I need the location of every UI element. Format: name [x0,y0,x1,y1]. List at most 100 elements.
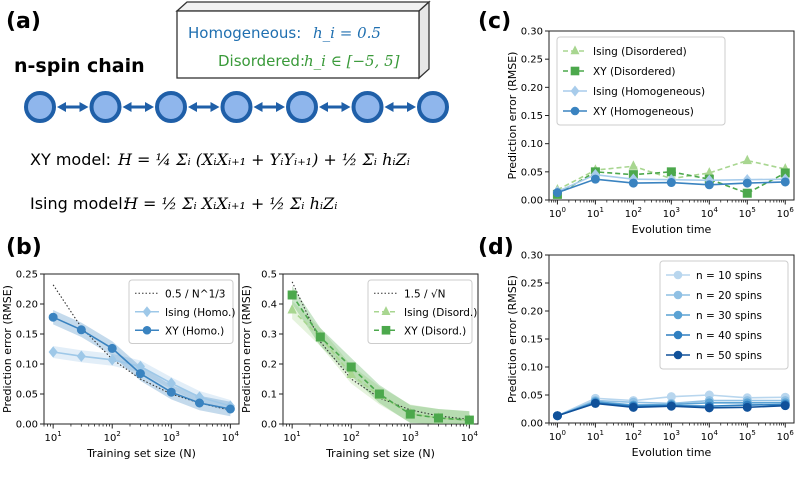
data-point [570,106,580,116]
legend: 1.5 / √N Ising (Disord.) XY (Disord.) [367,279,477,344]
y-tick-label: 0.00 [16,420,38,431]
y-axis-label: Prediction error (RMSE) [240,285,253,413]
x-tick-label: 101 [284,430,301,444]
legend-box [128,279,234,344]
y-tick-label: 0.25 [16,270,38,281]
data-point [552,411,562,421]
x-tick-label: 104 [461,430,479,444]
spin-node [155,91,187,123]
coupling-arrow [188,102,220,112]
legend-entry: n = 20 spins [696,290,762,302]
legend-entry: XY (Disord.) [404,325,466,337]
homogeneous-eq: h_i = 0.5 [313,24,381,42]
x-tick-label: 101 [45,430,62,444]
data-point [107,343,117,353]
legend-entry: 0.5 / N^1/3 [165,288,225,300]
data-point [346,368,356,379]
disordered-label: Disordered: [218,52,305,70]
xy-model-label: XY model: [30,150,111,169]
y-axis-label: Prediction error (RMSE) [1,285,14,413]
y-tick-label: 0.25 [521,279,543,290]
data-point [780,401,790,411]
y-tick-label: 0.15 [16,330,38,341]
y-tick-label: 0.05 [521,391,543,402]
y-tick-label: 0.00 [521,419,543,430]
legend-entry: XY (Homogeneous) [593,106,694,118]
ising-model-label: Ising model: [30,194,128,213]
y-tick-label: 0.05 [16,390,38,401]
data-point [704,180,714,190]
disordered-eq: h_i ∈ [−5, 5] [304,52,400,70]
confidence-band [53,346,231,412]
y-axis-label: Prediction error (RMSE) [506,52,519,180]
spin-node [286,91,318,123]
legend-entry: 1.5 / √N [404,288,445,300]
chain-title: n-spin chain [14,55,145,77]
panel-label-a: (a) [6,9,41,34]
data-point [742,188,752,198]
data-point [194,398,204,408]
coupling-arrow [253,102,285,112]
legend-entry: n = 40 spins [696,330,762,342]
legend: n = 10 spins n = 20 spins n = 30 spins n = … [659,260,789,370]
series-xy-homo- [48,312,235,414]
data-point [673,310,683,320]
data-point [166,387,176,397]
data-point [666,178,676,188]
y-tick-label: 0.10 [521,363,543,374]
spin-node [89,91,122,123]
data-point [673,270,683,280]
x-tick-label: 104 [222,430,240,444]
data-point [405,409,415,419]
x-tick-label: 104 [701,206,719,220]
data-point [48,346,58,358]
x-tick-label: 101 [587,206,604,220]
x-tick-label: 106 [777,429,795,443]
data-point [590,398,600,408]
chart-d: 0.00 0.05 0.10 0.15 0.20 0.25 0.30 100 101 102 103… [506,251,795,459]
data-point [315,332,325,342]
data-point [433,413,443,423]
data-point [742,178,752,188]
chart-b-left: 0.00 0.05 0.10 0.15 0.20 0.25 101 102 103 104 Trai… [1,270,240,461]
coupling-arrow [384,102,416,112]
data-point [225,404,235,414]
y-tick-label: 0.15 [521,111,543,122]
data-point [346,362,356,372]
x-tick-label: 104 [701,429,719,443]
legend-entry: XY (Homo.) [165,325,224,337]
x-tick-label: 103 [663,429,680,443]
y-tick-label: 0.05 [521,167,543,178]
data-point [142,325,152,335]
spin-node [220,91,253,123]
x-tick-label: 102 [343,430,360,444]
y-tick-label: 0.15 [521,335,543,346]
x-tick-label: 105 [739,429,756,443]
y-tick-label: 0.25 [521,55,543,66]
data-point [135,369,145,379]
legend-entry: Ising (Disord.) [404,307,477,319]
y-tick-label: 0.1 [261,390,277,401]
data-point [381,306,391,316]
spin-node [417,91,449,123]
data-point [464,415,474,425]
panel-label-b: (b) [6,235,42,260]
legend-entry: n = 10 spins [696,270,762,282]
confidence-band [292,301,470,424]
y-tick-label: 0.20 [521,83,543,94]
chart-b-right: 0.0 0.1 0.2 0.3 0.4 0.5 101 102 103 104 Training s… [240,270,479,461]
coupling-arrow [319,102,351,112]
data-point [287,304,297,314]
y-tick-label: 0.0 [261,420,277,431]
legend-box [367,279,473,344]
data-point [552,188,562,198]
y-axis-label: Prediction error (RMSE) [506,275,519,403]
data-point [590,174,600,184]
data-point [628,160,639,170]
spin-node [24,91,56,123]
y-tick-label: 0.5 [261,270,277,281]
y-tick-label: 0.2 [261,360,277,371]
data-point [673,290,683,300]
legend: 0.5 / N^1/3 Ising (Homo.) XY (Homo.) [128,279,235,344]
